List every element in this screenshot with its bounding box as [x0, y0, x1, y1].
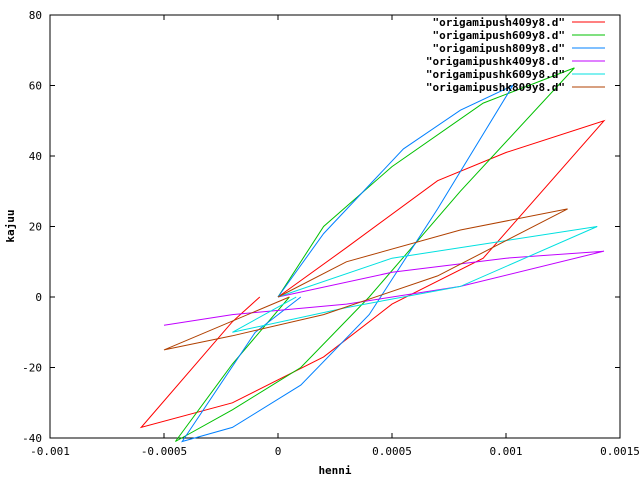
- series-line: [163, 208, 568, 351]
- x-tick-label: -0.001: [30, 445, 70, 458]
- x-tick-label: 0.0015: [600, 445, 640, 458]
- x-tick-label: 0: [275, 445, 282, 458]
- legend-label: "origamipush809y8.d": [433, 42, 565, 55]
- y-tick-label: 40: [29, 150, 42, 163]
- y-tick-label: 20: [29, 221, 42, 234]
- y-tick-label: -20: [22, 362, 42, 375]
- x-tick-label: 0.0005: [372, 445, 412, 458]
- x-tick-label: -0.0005: [141, 445, 187, 458]
- x-tick-label: 0.001: [489, 445, 522, 458]
- series-line: [181, 84, 515, 443]
- axis-ticks: -0.001 -0.0005 0 0.0005 0.001 0.0015 -40 -20 0 20…: [22, 9, 640, 458]
- y-tick-label: 60: [29, 80, 42, 93]
- series-line: [232, 226, 598, 333]
- series-line: [163, 250, 605, 326]
- legend-label: "origamipushk609y8.d": [426, 68, 565, 81]
- series-lines: [139, 67, 606, 443]
- legend-label: "origamipushk409y8.d": [426, 55, 565, 68]
- y-tick-label: -40: [22, 432, 42, 445]
- legend-label: "origamipush409y8.d": [433, 16, 565, 29]
- y-tick-label: 0: [35, 291, 42, 304]
- series-line: [174, 67, 575, 442]
- legend-label: "origamipush609y8.d": [433, 29, 565, 42]
- y-axis-label: kajuu: [4, 209, 17, 242]
- legend: "origamipush409y8.d""origamipush609y8.d"…: [426, 16, 605, 94]
- y-tick-label: 80: [29, 9, 42, 22]
- legend-label: "origamipushk809y8.d": [426, 81, 565, 94]
- x-axis-label: henni: [318, 464, 351, 477]
- series-line: [139, 119, 606, 429]
